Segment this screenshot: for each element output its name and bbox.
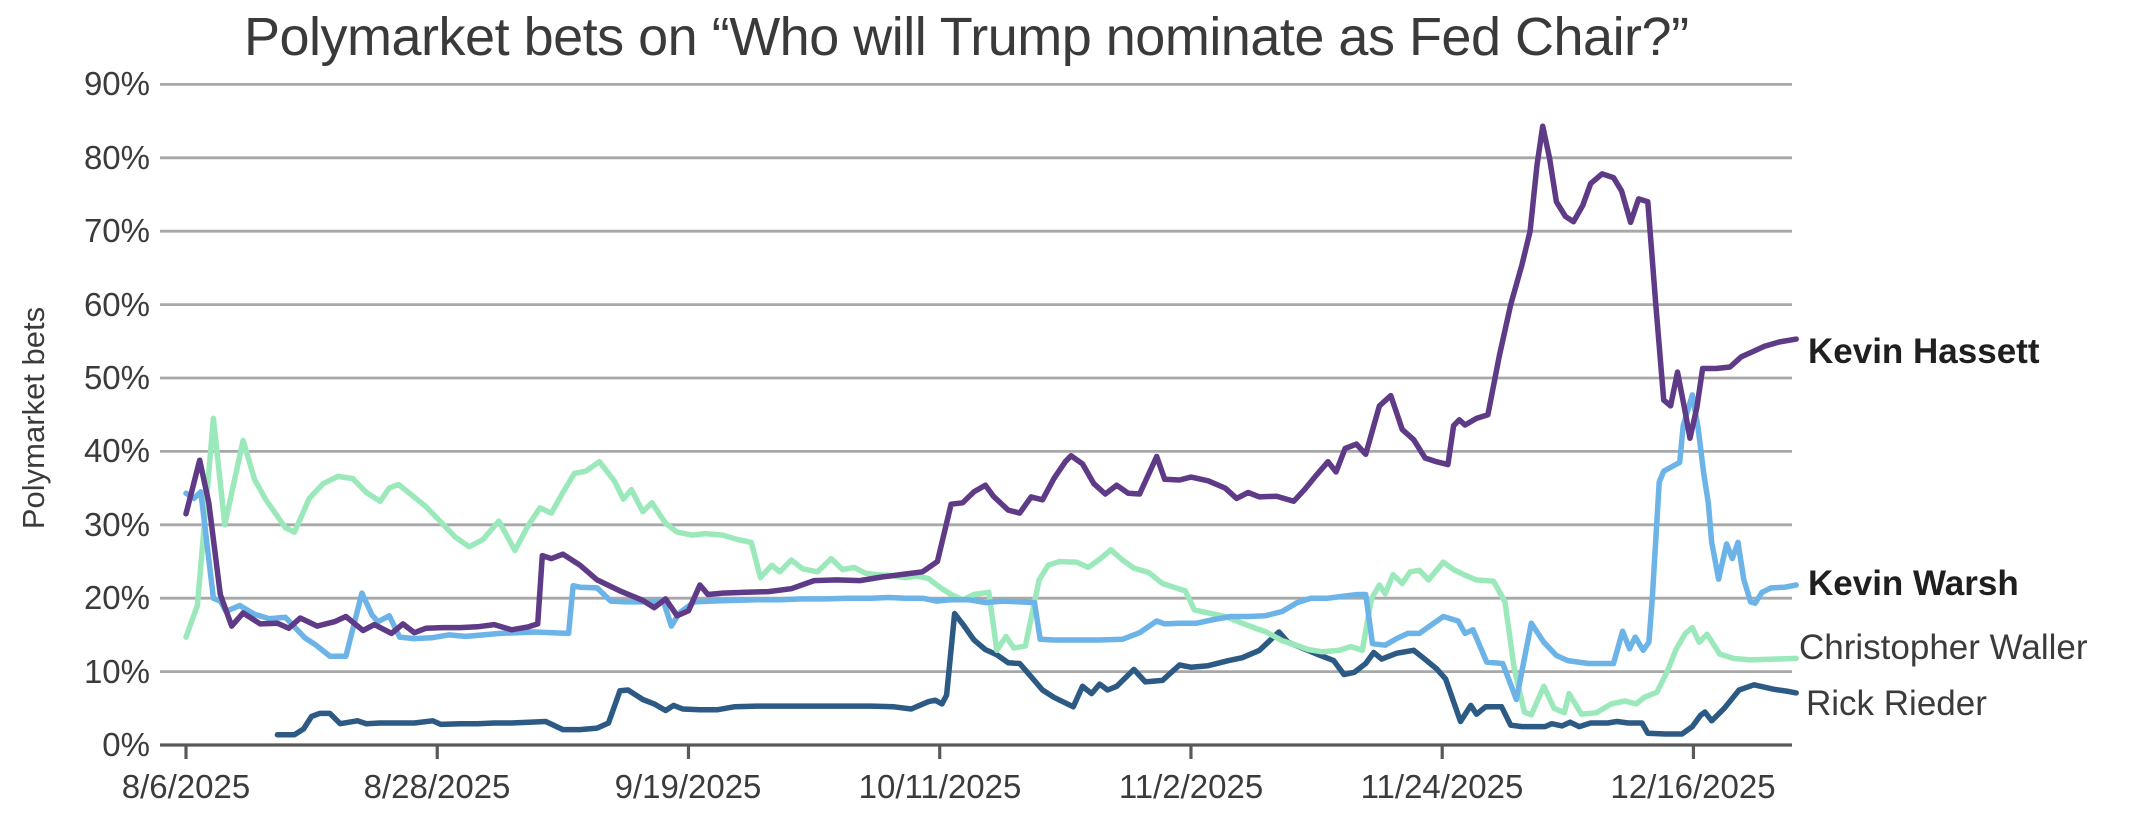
x-tick-label: 11/24/2025 [1360, 768, 1524, 805]
y-tick-label: 60% [83, 286, 150, 323]
legend-christopher-waller: Christopher Waller [1799, 628, 2088, 667]
x-tick-label: 10/11/2025 [858, 768, 1022, 805]
y-tick-label: 30% [83, 506, 150, 543]
y-tick-label: 80% [83, 139, 150, 176]
legend-rick-rieder: Rick Rieder [1806, 684, 1987, 723]
y-axis-title: Polymarket bets [16, 306, 51, 530]
y-tick-label: 20% [83, 579, 150, 616]
y-tick-label: 10% [83, 653, 150, 690]
legend-kevin-warsh: Kevin Warsh [1808, 564, 2019, 603]
x-tick-label: 8/28/2025 [363, 768, 511, 805]
y-tick-label: 40% [83, 432, 150, 469]
x-tick-label: 11/2/2025 [1118, 768, 1264, 805]
y-tick-label: 50% [83, 359, 150, 396]
y-tick-label: 0% [102, 726, 150, 763]
x-tick-label: 9/19/2025 [614, 768, 762, 805]
x-tick-label: 12/16/2025 [1610, 768, 1776, 805]
y-tick-label: 70% [83, 212, 150, 249]
y-tick-label: 90% [83, 65, 150, 102]
legend-kevin-hassett: Kevin Hassett [1808, 332, 2040, 371]
chart-title: Polymarket bets on “Who will Trump nomin… [244, 7, 1689, 67]
x-tick-label: 8/6/2025 [121, 768, 251, 805]
